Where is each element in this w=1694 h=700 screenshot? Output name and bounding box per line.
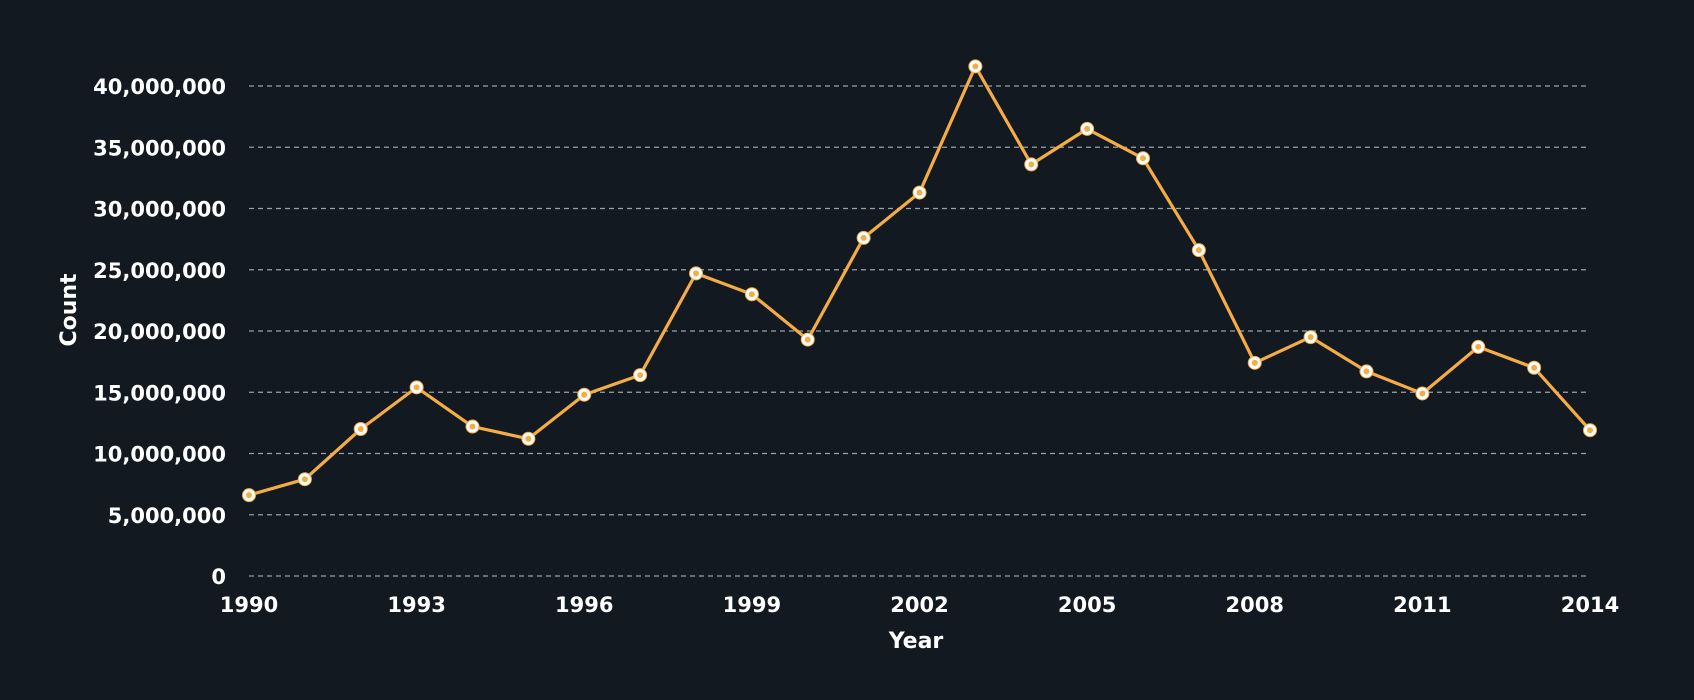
- x-tick-label: 1993: [387, 593, 445, 617]
- data-point-center: [637, 372, 644, 379]
- grid-lines: [249, 85, 1590, 577]
- data-point-center: [246, 492, 252, 499]
- x-tick-label: 1996: [555, 593, 613, 617]
- x-axis-title: Year: [888, 629, 944, 654]
- data-point-center: [301, 476, 308, 483]
- data-point-center: [693, 270, 699, 277]
- data-point-center: [1531, 364, 1538, 371]
- data-point-center: [804, 336, 811, 343]
- y-tick-label: 15,000,000: [93, 381, 226, 405]
- data-point-center: [357, 426, 364, 432]
- data-point-center: [525, 435, 532, 442]
- data-point-center: [1307, 334, 1314, 341]
- data-point-center: [581, 391, 588, 398]
- x-tick-label: 1990: [220, 593, 278, 617]
- data-point-center: [1419, 390, 1426, 397]
- data-point-center: [972, 63, 979, 70]
- series-group: [242, 59, 1597, 503]
- data-point-center: [1363, 368, 1370, 375]
- y-tick-label: 35,000,000: [93, 136, 226, 160]
- data-point-center: [916, 189, 923, 196]
- x-tick-label: 1999: [723, 593, 781, 617]
- x-tick-label: 2002: [890, 593, 948, 617]
- y-axis-ticks: 0 5,000,000 10,000,000 15,000,000 20,000,000…: [93, 75, 226, 589]
- data-point-center: [1140, 155, 1146, 162]
- y-tick-label: 40,000,000: [93, 75, 226, 99]
- data-point-center: [1084, 125, 1091, 132]
- y-tick-label: 10,000,000: [93, 443, 226, 467]
- y-tick-label: 20,000,000: [93, 320, 226, 344]
- y-tick-label: 30,000,000: [93, 198, 226, 222]
- y-axis-title: Count: [57, 273, 82, 347]
- y-tick-label: 25,000,000: [93, 259, 226, 283]
- x-tick-label: 2005: [1058, 593, 1116, 617]
- data-point-center: [413, 384, 420, 391]
- data-point-center: [1028, 161, 1035, 168]
- series-line: [247, 64, 1592, 497]
- x-tick-label: 2014: [1561, 593, 1619, 617]
- data-point-center: [469, 423, 476, 430]
- x-axis-ticks: 1990 1993 1996 1999 2002 2005 2008 2011 2014: [220, 593, 1619, 617]
- x-tick-label: 2008: [1226, 593, 1284, 617]
- data-point-center: [1587, 427, 1593, 434]
- y-tick-label: 0: [211, 565, 226, 589]
- y-tick-label: 5,000,000: [108, 504, 226, 528]
- data-point-center: [1475, 343, 1482, 350]
- data-point-center: [748, 291, 755, 298]
- data-point-center: [1251, 359, 1258, 366]
- data-point-center: [860, 234, 867, 241]
- x-tick-label: 2011: [1393, 593, 1451, 617]
- data-point-center: [1195, 247, 1202, 254]
